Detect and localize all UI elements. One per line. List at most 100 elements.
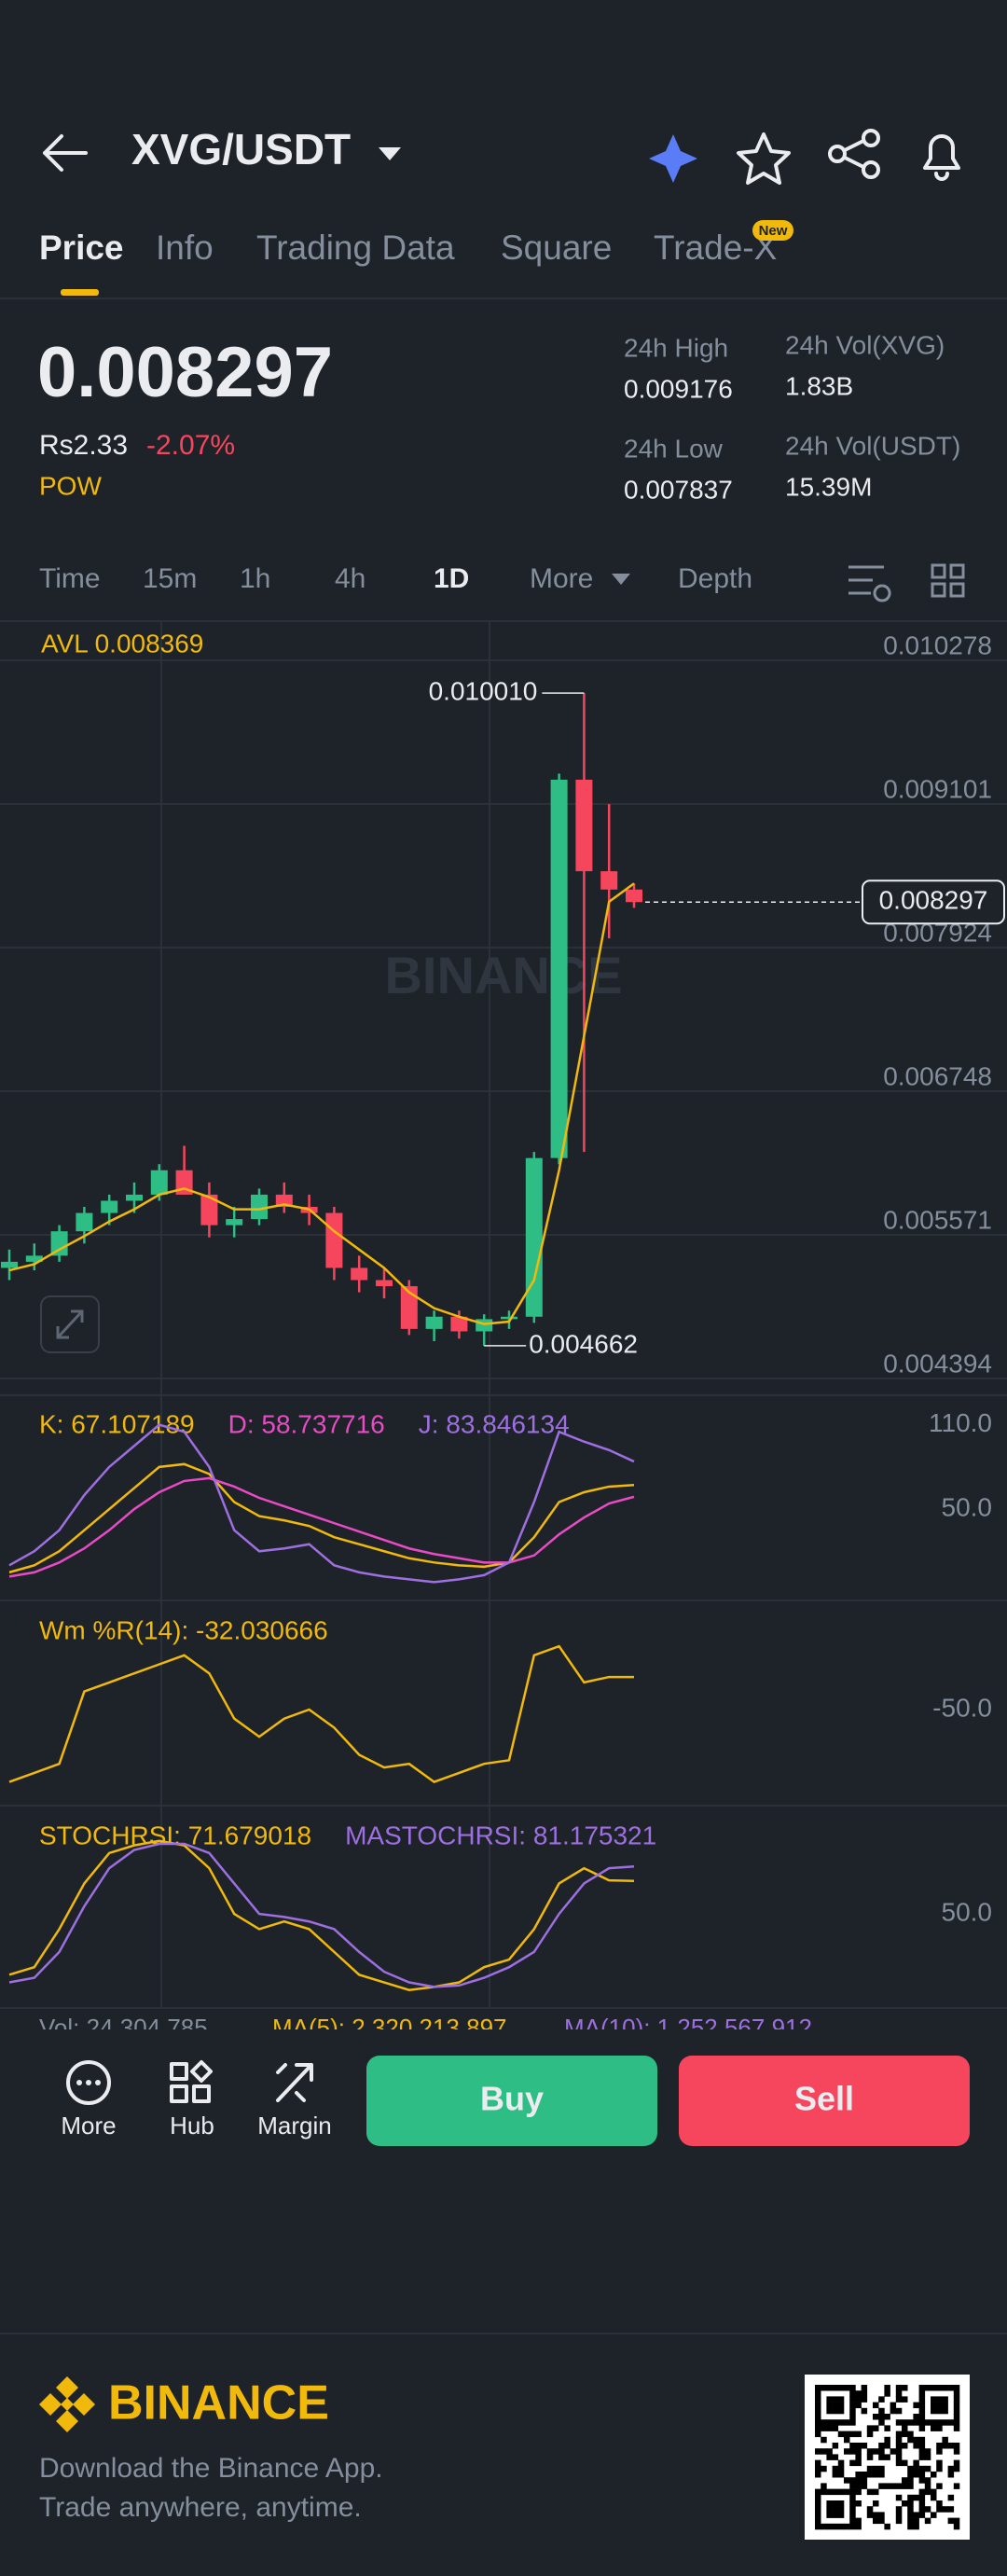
indicator-settings[interactable] <box>848 565 891 602</box>
new-badge <box>752 220 793 241</box>
buy-button[interactable] <box>366 2056 657 2146</box>
candle-body <box>325 1212 343 1268</box>
qr-cell <box>866 2506 874 2513</box>
qr-cell <box>837 2407 845 2415</box>
qr-cell <box>855 2472 862 2478</box>
candle-body <box>200 1194 218 1226</box>
qr-cell <box>953 2448 960 2455</box>
footer-text: Download the Binance App. <box>39 2453 383 2484</box>
qr-cell <box>884 2454 890 2460</box>
qr-cell <box>878 2414 885 2420</box>
qr-cell <box>902 2425 908 2431</box>
alert-button[interactable] <box>923 134 960 181</box>
qr-cell <box>815 2472 821 2478</box>
qr-cell <box>936 2448 943 2455</box>
more-dropdown[interactable] <box>612 574 630 585</box>
qr-cell <box>884 2436 890 2444</box>
qr-cell <box>837 2488 845 2496</box>
share-button[interactable] <box>828 129 880 179</box>
qr-cell <box>884 2483 890 2489</box>
qr-cell <box>936 2419 943 2426</box>
fullscreen-button <box>40 1295 100 1353</box>
candle-body <box>150 1170 168 1195</box>
favorite-button[interactable] <box>737 132 791 185</box>
qr-cell <box>878 2517 885 2525</box>
qr-cell <box>902 2419 908 2426</box>
qr-cell <box>924 2483 931 2489</box>
back-button[interactable] <box>43 134 88 172</box>
qr-cell <box>821 2448 827 2455</box>
indicator-label: MASTOCHRSI: 81.175321 <box>345 1821 656 1849</box>
qr-cell <box>947 2443 955 2449</box>
nav-hub[interactable] <box>170 2060 213 2103</box>
qr-cell <box>855 2483 862 2489</box>
tab[interactable]: Info <box>156 229 214 267</box>
sell-button[interactable] <box>679 2056 970 2146</box>
interval[interactable]: 1h <box>240 563 270 594</box>
qr-cell <box>832 2396 839 2403</box>
tab[interactable]: Square <box>501 229 612 267</box>
pair-dropdown[interactable] <box>379 147 401 160</box>
qr-cell <box>884 2523 890 2530</box>
y-tick-label: 50.0 <box>942 1897 993 1926</box>
interval[interactable]: Time <box>39 563 101 594</box>
qr-cell <box>902 2483 908 2489</box>
interval[interactable]: 1D <box>434 563 469 594</box>
stat-value: 0.009176 <box>624 374 733 403</box>
qr-cell <box>902 2396 908 2403</box>
brand-name: BINANCE <box>108 2376 329 2431</box>
nav-margin[interactable] <box>276 2063 313 2102</box>
qr-cell <box>826 2454 833 2460</box>
candle-body <box>501 1316 517 1320</box>
qr-cell <box>861 2443 868 2449</box>
qr-cell <box>918 2414 926 2420</box>
tab[interactable]: Trading Data <box>256 229 455 267</box>
interval[interactable]: More <box>530 563 593 594</box>
qr-cell <box>936 2385 943 2391</box>
nav-label[interactable]: More <box>61 2112 116 2140</box>
nav-label[interactable]: Hub <box>170 2112 214 2140</box>
qr-cell <box>942 2407 948 2415</box>
buy-label[interactable]: Buy <box>480 2080 544 2118</box>
qr-cell <box>890 2407 897 2415</box>
qr-cell <box>947 2472 955 2478</box>
qr-cell <box>953 2443 960 2449</box>
price-tag[interactable]: POW <box>39 471 102 500</box>
chart-area: 0.0102780.0091010.0079240.0067480.005571… <box>0 622 1007 2009</box>
layout-button[interactable] <box>931 563 965 598</box>
qr-cell <box>918 2407 926 2415</box>
candle-body <box>525 1157 543 1317</box>
ai-button[interactable] <box>649 134 697 183</box>
qr-cell <box>855 2443 862 2449</box>
qr-cell <box>953 2517 960 2525</box>
qr-cell <box>931 2385 937 2391</box>
nav-label[interactable]: Margin <box>257 2112 331 2140</box>
tab[interactable]: Price <box>39 229 124 267</box>
qr-cell <box>826 2448 833 2455</box>
interval[interactable]: 15m <box>143 563 197 594</box>
qr-cell <box>849 2431 856 2438</box>
watermark: BINANCE <box>384 946 622 1004</box>
fullscreen-icon <box>56 1309 84 1339</box>
indicator-label: STOCHRSI: 71.679018 <box>39 1821 311 1849</box>
qr-cell <box>884 2425 890 2431</box>
pair-title[interactable]: XVG/USDT <box>131 125 351 173</box>
footer-text: Trade anywhere, anytime. <box>39 2492 362 2523</box>
qr-cell <box>837 2512 845 2518</box>
qr-cell <box>832 2523 839 2530</box>
interval[interactable]: Depth <box>678 563 752 594</box>
qr-cell <box>942 2396 948 2403</box>
sell-label[interactable]: Sell <box>794 2080 854 2118</box>
qr-cell <box>902 2500 908 2507</box>
qr-cell <box>849 2459 856 2467</box>
divider <box>0 2333 1007 2334</box>
qr-cell <box>895 2512 903 2518</box>
interval[interactable]: 4h <box>335 563 366 594</box>
qr-cell <box>931 2402 937 2409</box>
nav-more[interactable] <box>66 2060 111 2105</box>
qr-cell <box>832 2385 839 2391</box>
qr-cell <box>953 2419 960 2426</box>
qr-cell <box>913 2512 919 2518</box>
qr-cell <box>942 2506 948 2513</box>
qr-cell <box>849 2385 856 2391</box>
